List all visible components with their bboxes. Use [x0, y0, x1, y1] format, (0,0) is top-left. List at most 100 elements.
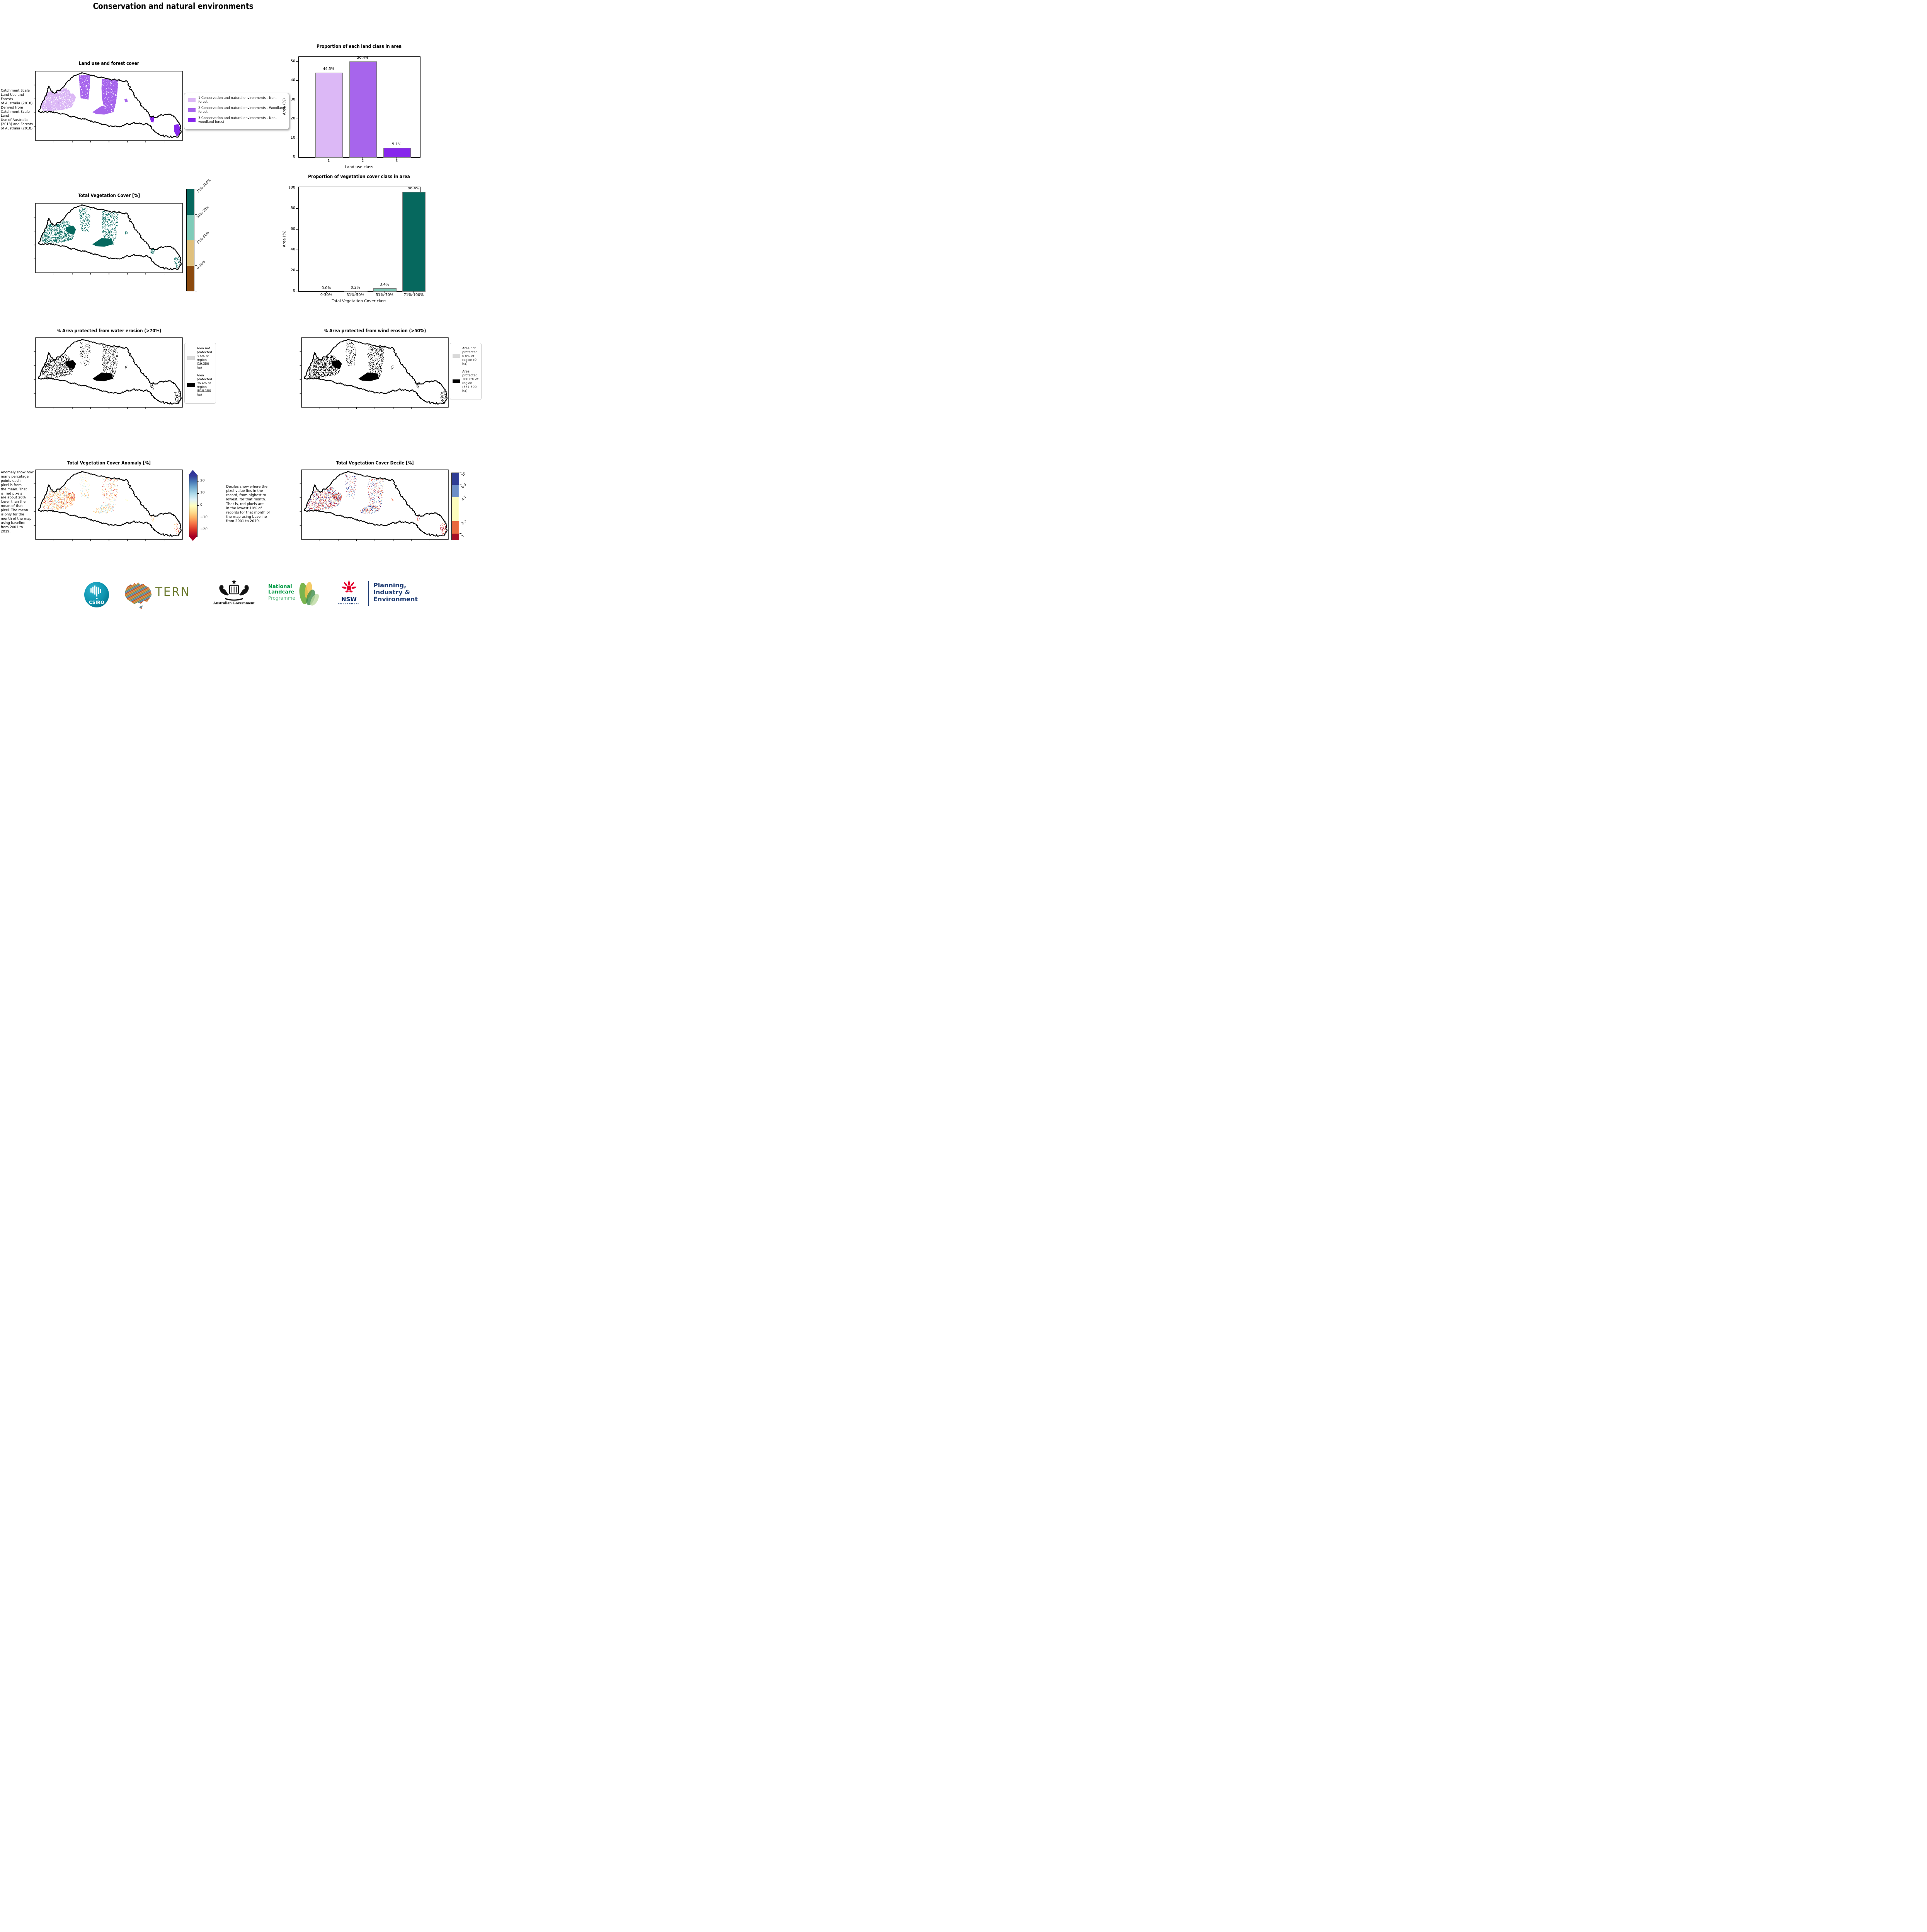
colorbar-tick-label: 20 — [200, 478, 205, 483]
legend-swatch — [453, 354, 460, 358]
landcare-logo-text-line1: National — [268, 584, 292, 590]
colorbar-segment — [452, 533, 459, 540]
colorbar-tick-label: −20 — [200, 527, 208, 532]
colorbar-arrow-down — [189, 536, 197, 541]
chart-title: Proportion of each land class in area — [316, 43, 402, 49]
legend-label: 3 Conservation and natural environments … — [198, 116, 277, 124]
colorbar-tick-label: −10 — [200, 515, 208, 519]
veg-cover-colorbar: 71%-100% 51%-70% 31%-50% 0-30% — [186, 178, 233, 292]
y-tick-mark — [296, 270, 298, 271]
decile-colorbar: 10 8-9 4-7 2-3 1 — [451, 472, 478, 541]
nsw-logo-text: NSW — [341, 596, 357, 603]
veg-cover-map — [34, 203, 183, 275]
colorbar-tick — [197, 505, 199, 506]
y-tick-label: 0 — [293, 289, 295, 293]
colorbar-label: 4-7 — [461, 495, 468, 502]
colorbar-segment — [187, 240, 194, 266]
water-erosion-map-title: % Area protected from water erosion (>70… — [56, 328, 162, 333]
colorbar-tick-label: 0 — [200, 503, 203, 507]
y-axis-label: Area (%) — [282, 230, 287, 247]
dpie-logo-text-line2: Industry & — [373, 588, 410, 596]
y-tick-label: 60 — [290, 226, 295, 231]
x-tick-mark — [326, 291, 327, 293]
colorbar-segment — [452, 497, 459, 522]
bar-value-label: 50.4% — [357, 55, 369, 60]
legend-label: Area not protected 3.6% of region (19,35… — [197, 346, 212, 369]
dpie-logo-text-line3: Environment — [373, 595, 418, 603]
land-use-map-title: Land use and forest cover — [78, 60, 140, 66]
legend-label: 2 Conservation and natural environments … — [198, 105, 285, 114]
colorbar-segment — [452, 485, 459, 497]
land-class-bar-chart: Proportion of each land class in area Are… — [283, 43, 420, 169]
colorbar-label: 8-9 — [461, 483, 468, 490]
colorbar-tick-label: 10 — [200, 491, 205, 495]
land-use-map — [34, 71, 183, 143]
y-tick-label: 40 — [290, 247, 295, 252]
colorbar-label: 1 — [461, 534, 465, 538]
colorbar-arrow-up — [189, 470, 197, 475]
y-tick-label: 40 — [290, 78, 295, 83]
wind-erosion-map-title: % Area protected from wind erosion (>50%… — [323, 328, 426, 333]
legend-entry: Area protected 100.0% of region (537,500… — [453, 369, 479, 393]
colorbar-label: 71%-100% — [196, 178, 212, 194]
australian-government-logo-text: Australian Government — [213, 601, 255, 605]
legend-entry: Area not protected 3.6% of region (19,35… — [187, 346, 213, 369]
nsw-waratah-icon — [341, 579, 357, 593]
colorbar-gradient — [189, 475, 197, 537]
x-tick-label: 51%-70% — [376, 293, 393, 297]
legend-entry: 1 Conservation and natural environments … — [188, 96, 285, 104]
plot-area — [298, 187, 426, 292]
logo-divider — [368, 581, 369, 606]
bar — [315, 73, 343, 158]
nsw-government-logo-text: GOVERNMENT — [338, 603, 360, 605]
x-tick-label: 1 — [327, 159, 330, 163]
x-tick-label: 71%-100% — [403, 293, 424, 297]
land-use-source-note: Catchment Scale Land Use and Forests of … — [1, 89, 34, 131]
landcare-logo-text-line3: Programme — [268, 595, 295, 601]
bar — [383, 148, 411, 158]
y-tick-label: 0 — [293, 155, 295, 159]
colorbar-label: 0-30% — [196, 260, 207, 270]
legend-entry: Area not protected 0.0% of region (0 ha) — [453, 346, 479, 366]
y-tick-label: 20 — [290, 116, 295, 121]
legend-swatch — [188, 108, 196, 112]
bar — [349, 61, 377, 158]
colorbar-label: 31%-50% — [196, 231, 210, 245]
y-tick-mark — [296, 80, 298, 81]
csiro-logo-text: CSIRO — [89, 600, 104, 605]
landcare-logo-text-line2: Landcare — [268, 589, 294, 595]
australian-government-crest-icon — [219, 579, 249, 601]
water-erosion-map — [34, 337, 183, 409]
y-tick-mark — [296, 208, 298, 209]
colorbar-segment — [187, 189, 194, 215]
report-page: Conservation and natural environments La… — [0, 0, 482, 617]
chart-title: Proportion of vegetation cover class in … — [308, 173, 410, 179]
y-tick-label: 50 — [290, 59, 295, 63]
water-erosion-legend: Area not protected 3.6% of region (19,35… — [184, 343, 216, 404]
bar-value-label: 0.0% — [322, 286, 331, 290]
x-axis-label: Total Vegetation Cover class — [332, 299, 386, 303]
x-axis-label: Land use class — [345, 165, 373, 169]
legend-swatch — [187, 383, 195, 387]
bar-value-label: 0.2% — [351, 286, 360, 290]
colorbar-segment — [187, 215, 194, 240]
veg-cover-map-title: Total Vegetation Cover [%] — [78, 192, 140, 198]
legend-entry: 2 Conservation and natural environments … — [188, 106, 285, 114]
plot-area — [298, 56, 420, 158]
y-tick-label: 30 — [290, 97, 295, 102]
x-tick-label: 3 — [395, 159, 398, 163]
y-tick-mark — [296, 229, 298, 230]
colorbar-tick — [195, 265, 197, 266]
y-tick-label: 10 — [290, 135, 295, 140]
wind-erosion-legend: Area not protected 0.0% of region (0 ha)… — [450, 343, 482, 400]
legend-swatch — [188, 98, 196, 102]
anomaly-colorbar: 20 10 0 −10 −20 — [189, 470, 216, 541]
colorbar — [186, 189, 194, 291]
colorbar-tick — [460, 533, 461, 534]
decile-map-title: Total Vegetation Cover Decile [%] — [336, 460, 414, 466]
page-title: Conservation and natural environments — [93, 2, 254, 11]
wind-erosion-map — [300, 337, 449, 409]
legend-swatch — [187, 356, 195, 360]
decile-map — [300, 469, 449, 541]
tern-logo-australia-icon — [125, 582, 152, 609]
